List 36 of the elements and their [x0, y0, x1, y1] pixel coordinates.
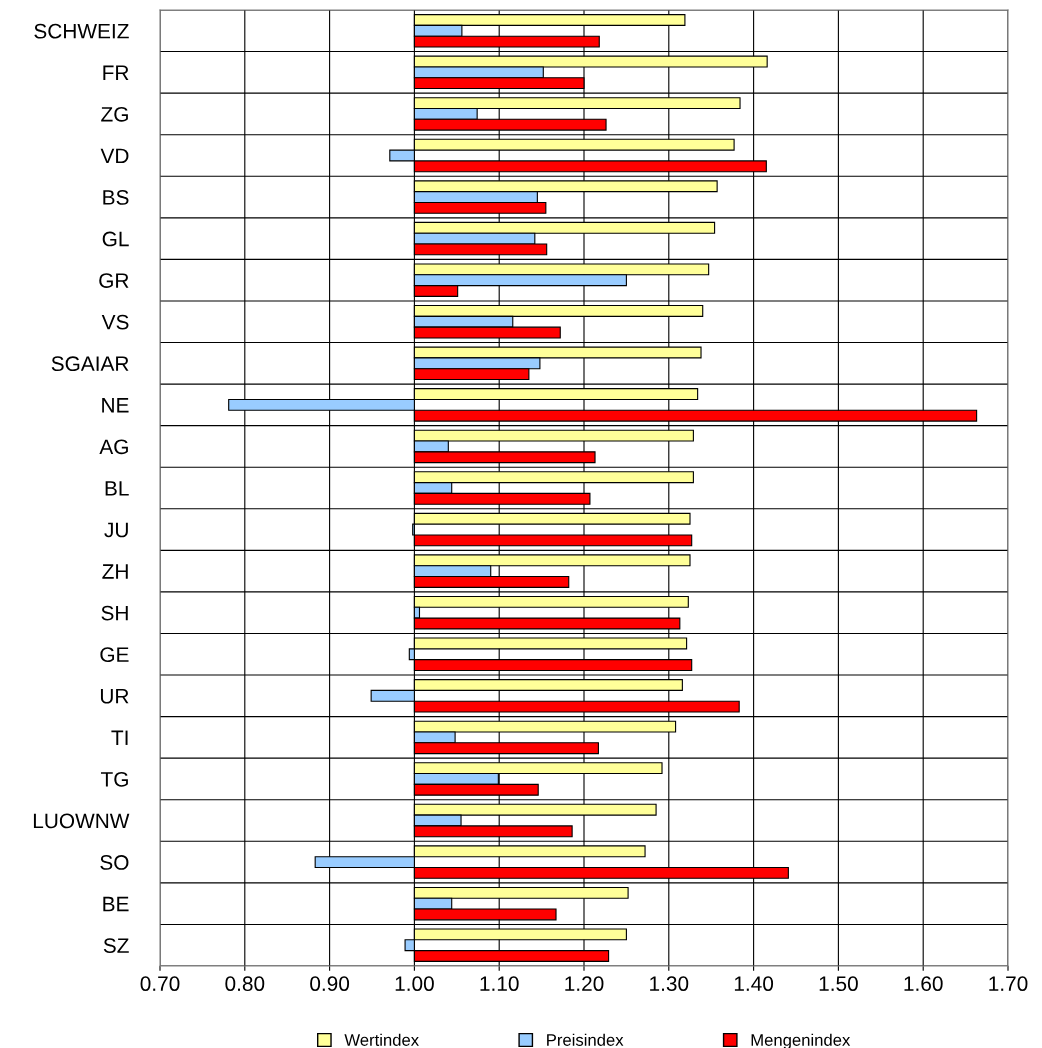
x-tick-label: 0.90	[310, 976, 350, 992]
y-tick-label: JU	[104, 522, 128, 538]
x-tick-label: 1.40	[734, 976, 774, 992]
y-tick-label: ZG	[101, 106, 128, 122]
x-tick-label: 1.20	[565, 976, 604, 992]
y-tick-label: SZ	[103, 938, 129, 953]
y-tick-label: SH	[101, 605, 128, 621]
y-tick-label: SCHWEIZ	[34, 23, 129, 39]
y-tick-label: BE	[103, 896, 129, 912]
y-tick-label: TG	[100, 771, 128, 787]
x-tick-label: 1.10	[480, 976, 519, 992]
y-tick-label: SO	[100, 855, 129, 870]
y-tick-label: VD	[100, 148, 129, 164]
y-tick-label: AG	[99, 439, 128, 455]
x-tick-label: 0.80	[225, 976, 265, 992]
y-tick-label: GE	[100, 647, 129, 663]
x-tick-label: 1.00	[395, 976, 434, 992]
y-tick-label: SGAIAR	[51, 356, 129, 372]
y-tick-label: FR	[103, 65, 129, 80]
x-tick-label: 1.70	[989, 976, 1028, 992]
y-tick-label: LUOWNW	[33, 813, 130, 829]
legend-label: Preisindex	[547, 1033, 624, 1046]
y-tick-label: BS	[103, 190, 129, 205]
y-tick-label: ZH	[102, 564, 128, 579]
y-tick-label: NE	[102, 398, 129, 413]
y-tick-label: VS	[101, 314, 129, 330]
y-tick-label: TI	[111, 730, 128, 745]
y-tick-label: GL	[102, 231, 129, 247]
x-tick-label: 1.50	[819, 976, 858, 992]
legend-label: Wertindex	[344, 1033, 419, 1046]
y-tick-label: UR	[100, 689, 129, 704]
y-tick-label: GR	[99, 273, 129, 288]
x-tick-label: 1.30	[650, 976, 689, 992]
y-tick-label: BL	[105, 481, 129, 496]
x-tick-label: 0.70	[140, 976, 180, 992]
x-tick-label: 1.60	[904, 976, 943, 992]
